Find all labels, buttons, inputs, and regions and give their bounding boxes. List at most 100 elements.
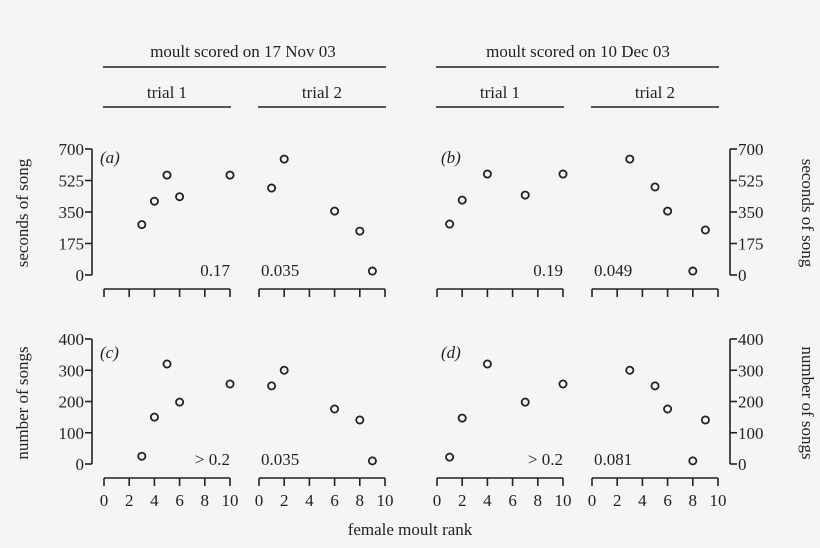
y-tick-label: 400 [738, 330, 764, 349]
data-point [267, 381, 277, 391]
data-point [225, 379, 235, 389]
x-tick-label: 10 [555, 491, 572, 510]
y-axis-label-top-right: seconds of song [798, 159, 817, 268]
trial-header: trial 2 [302, 83, 342, 102]
x-tick-label: 2 [613, 491, 622, 510]
data-point [367, 456, 377, 466]
x-tick-label: 8 [534, 491, 543, 510]
data-point [650, 182, 660, 192]
y-tick-label: 525 [738, 172, 764, 191]
x-tick-label: 6 [508, 491, 517, 510]
data-point [225, 170, 235, 180]
group-header-left: moult scored on 17 Nov 03 [150, 42, 336, 61]
data-point [330, 206, 340, 216]
data-point [520, 397, 530, 407]
x-tick-label: 0 [588, 491, 597, 510]
y-tick-label: 350 [59, 203, 85, 222]
y-tick-label: 700 [738, 140, 764, 159]
data-point [700, 225, 710, 235]
panel-label: (d) [441, 343, 461, 362]
p-value-label: 0.049 [594, 261, 632, 280]
x-axis-label: female moult rank [348, 520, 473, 539]
p-value-label: > 0.2 [528, 450, 563, 469]
y-axis-label-top-left: seconds of song [13, 158, 32, 267]
data-point [558, 169, 568, 179]
trial-header: trial 2 [635, 83, 675, 102]
p-value-label: > 0.2 [195, 450, 230, 469]
data-point [663, 206, 673, 216]
data-point [175, 397, 185, 407]
p-value-label: 0.19 [533, 261, 563, 280]
y-tick-label: 100 [59, 424, 85, 443]
y-tick-label: 0 [738, 266, 747, 285]
x-tick-label: 4 [150, 491, 159, 510]
data-point [175, 192, 185, 202]
y-axis-label-bottom-right: number of songs [798, 346, 817, 459]
data-point [700, 415, 710, 425]
y-tick-label: 300 [738, 361, 764, 380]
group-header-right: moult scored on 10 Dec 03 [486, 42, 670, 61]
y-tick-label: 200 [738, 393, 764, 412]
data-point [558, 379, 568, 389]
panel-label: (a) [100, 148, 120, 167]
points-layer [137, 154, 710, 466]
x-tick-label: 2 [280, 491, 289, 510]
data-point [445, 452, 455, 462]
x-tick-label: 8 [356, 491, 365, 510]
y-axis-label-bottom-left: number of songs [13, 346, 32, 459]
data-point [355, 226, 365, 236]
panel-label: (c) [100, 343, 119, 362]
data-point [650, 381, 660, 391]
p-value-label: 0.035 [261, 261, 299, 280]
data-point [267, 183, 277, 193]
data-point [663, 404, 673, 414]
x-tick-label: 10 [710, 491, 727, 510]
data-point [520, 190, 530, 200]
x-tick-label: 8 [689, 491, 698, 510]
x-tick-label: 4 [483, 491, 492, 510]
data-point [162, 170, 172, 180]
data-point [445, 219, 455, 229]
data-point [625, 154, 635, 164]
x-tick-label: 6 [175, 491, 184, 510]
p-value-label: 0.035 [261, 450, 299, 469]
data-point [457, 413, 467, 423]
data-point [279, 154, 289, 164]
y-tick-label: 350 [738, 203, 764, 222]
p-value-label: 0.081 [594, 450, 632, 469]
data-point [149, 196, 159, 206]
y-tick-label: 300 [59, 361, 85, 380]
data-point [482, 169, 492, 179]
y-tick-label: 100 [738, 424, 764, 443]
y-tick-label: 700 [59, 140, 85, 159]
data-point [688, 456, 698, 466]
y-tick-label: 175 [738, 235, 764, 254]
x-tick-label: 2 [125, 491, 134, 510]
x-tick-label: 6 [663, 491, 672, 510]
panel-label: (b) [441, 148, 461, 167]
y-tick-label: 0 [76, 455, 85, 474]
data-point [625, 365, 635, 375]
x-tick-label: 2 [458, 491, 467, 510]
y-tick-label: 0 [738, 455, 747, 474]
x-tick-label: 4 [305, 491, 314, 510]
data-point [137, 451, 147, 461]
p-value-label: 0.17 [200, 261, 230, 280]
trial-header: trial 1 [480, 83, 520, 102]
x-tick-label: 8 [201, 491, 210, 510]
data-point [457, 195, 467, 205]
data-point [149, 412, 159, 422]
axes-layer: 0175350525700017535052570001002003004000… [59, 140, 764, 510]
data-point [330, 404, 340, 414]
trial-header: trial 1 [147, 83, 187, 102]
x-tick-label: 10 [222, 491, 239, 510]
x-tick-label: 10 [377, 491, 394, 510]
x-tick-label: 0 [255, 491, 264, 510]
data-point [279, 365, 289, 375]
y-tick-label: 400 [59, 330, 85, 349]
x-tick-label: 4 [638, 491, 647, 510]
y-tick-label: 200 [59, 393, 85, 412]
y-tick-label: 0 [76, 266, 85, 285]
data-point [367, 266, 377, 276]
